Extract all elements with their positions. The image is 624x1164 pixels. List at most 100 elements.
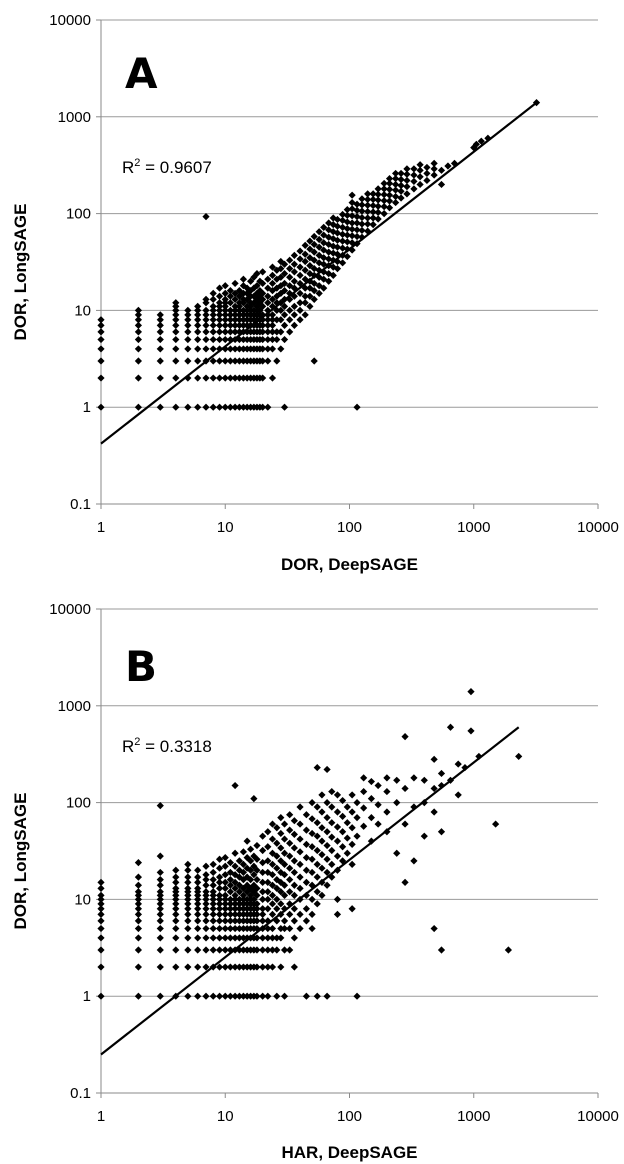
- data-point: [156, 328, 164, 336]
- data-point: [437, 769, 446, 778]
- data-point: [280, 881, 289, 889]
- data-point: [194, 917, 202, 925]
- data-point: [194, 992, 202, 1000]
- data-point: [259, 934, 267, 942]
- data-point: [172, 917, 180, 925]
- data-point: [239, 992, 248, 1000]
- data-point: [134, 321, 143, 329]
- data-point: [134, 328, 143, 336]
- data-point: [221, 289, 229, 297]
- data-point: [156, 900, 164, 908]
- data-point: [290, 868, 298, 877]
- data-point: [437, 781, 446, 790]
- data-point: [410, 171, 418, 179]
- data-point: [268, 263, 277, 271]
- data-point: [209, 876, 217, 884]
- data-point: [268, 835, 277, 843]
- data-point: [296, 860, 304, 868]
- data-point: [348, 225, 356, 233]
- data-point: [239, 860, 248, 868]
- data-point: [475, 752, 483, 761]
- data-point: [221, 884, 229, 892]
- data-point: [97, 403, 105, 411]
- data-point: [184, 891, 192, 899]
- data-point: [348, 840, 356, 848]
- data-point: [239, 403, 248, 411]
- data-point: [235, 335, 244, 344]
- data-point: [253, 917, 261, 925]
- data-point: [313, 888, 321, 896]
- data-point: [273, 328, 281, 336]
- data-point: [209, 316, 217, 324]
- data-point: [301, 284, 309, 292]
- data-point: [286, 826, 294, 834]
- data-point: [202, 895, 210, 903]
- data-point: [184, 860, 192, 868]
- data-point: [209, 917, 217, 925]
- data-point: [353, 213, 361, 221]
- x-tick-label: 100: [337, 519, 362, 536]
- data-point: [202, 917, 210, 925]
- data-point: [226, 287, 234, 295]
- data-point: [209, 403, 217, 411]
- data-point: [301, 292, 309, 300]
- panel-letter: B: [125, 642, 157, 691]
- data-point: [253, 910, 261, 918]
- data-point: [296, 873, 304, 881]
- data-point: [358, 195, 366, 203]
- data-point: [253, 866, 261, 874]
- data-point: [209, 311, 217, 319]
- y-tick-label: 0.1: [70, 496, 91, 513]
- data-point: [184, 345, 192, 353]
- data-point: [277, 273, 285, 281]
- panel-b: 0.1 1 10 100 1000 10000 1 10 100 1000 10000 HAR, De…: [11, 601, 619, 1162]
- x-tick-label: 1: [97, 1108, 105, 1125]
- data-point: [273, 839, 281, 847]
- data-point: [339, 216, 347, 225]
- data-point: [239, 345, 248, 353]
- data-point: [403, 183, 411, 191]
- data-point: [226, 403, 234, 411]
- data-point: [273, 905, 281, 913]
- data-point: [328, 846, 336, 855]
- data-point: [134, 306, 143, 314]
- data-point: [343, 834, 351, 842]
- data-point: [360, 822, 368, 830]
- data-point: [273, 335, 281, 344]
- data-point: [323, 881, 331, 889]
- data-point: [268, 924, 277, 933]
- data-point: [353, 232, 361, 241]
- data-point: [184, 311, 192, 319]
- data-point: [264, 992, 272, 1000]
- data-point: [318, 851, 326, 859]
- panel-a: 0.1 1 10 100 1000 10000 1 10 100 1000 10000 DOR, De…: [11, 12, 619, 574]
- data-point: [184, 946, 192, 954]
- data-point: [259, 946, 267, 954]
- data-point: [202, 900, 210, 908]
- data-point: [313, 860, 321, 868]
- data-point: [264, 292, 272, 300]
- data-point: [215, 284, 224, 292]
- data-point: [268, 279, 277, 288]
- data-point: [231, 295, 239, 303]
- data-point: [280, 924, 289, 933]
- data-point: [313, 873, 321, 881]
- y-tick-label: 100: [66, 795, 91, 812]
- data-point: [172, 374, 180, 382]
- data-point: [202, 876, 210, 884]
- data-point: [264, 321, 272, 329]
- data-point: [97, 335, 105, 344]
- data-point: [156, 910, 164, 918]
- data-point: [253, 841, 261, 850]
- data-point: [273, 306, 281, 314]
- data-point: [97, 878, 105, 886]
- data-point: [172, 311, 180, 319]
- data-point: [231, 895, 239, 903]
- data-point: [308, 895, 316, 903]
- data-point: [401, 733, 409, 741]
- data-point: [348, 219, 356, 227]
- data-point: [172, 306, 180, 314]
- data-point: [215, 855, 224, 863]
- data-point: [156, 802, 164, 810]
- data-point: [369, 195, 377, 204]
